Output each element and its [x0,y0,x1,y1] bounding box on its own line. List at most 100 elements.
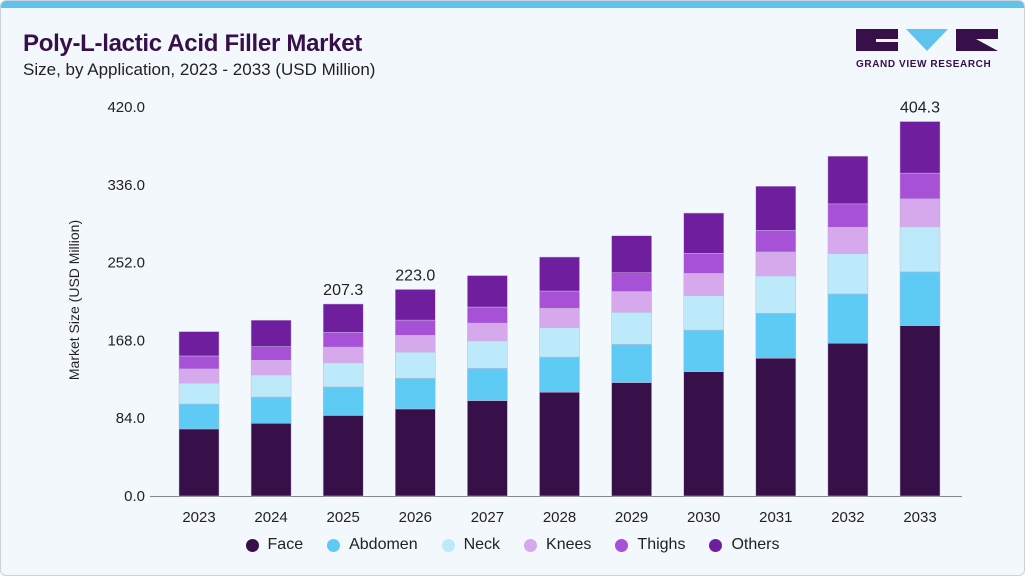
y-tick-label: 84.0 [116,410,145,427]
legend-swatch [245,538,259,552]
legend-item-others: Others [709,536,779,554]
bar-segment-thighs [827,203,869,228]
bar-segment-abdomen [899,271,941,326]
bar-segment-others [322,303,364,333]
bar-segment-knees [899,198,941,228]
bar-segment-thighs [539,290,580,309]
bar-segment-others [683,212,724,254]
logo-text: GRAND VIEW RESEARCH [856,59,992,70]
x-tick-label: 2023 [182,509,215,526]
legend-item-neck: Neck [441,536,501,554]
legend-label: Knees [546,536,592,553]
bar-segment-knees [755,251,797,277]
bar-segment-face [899,325,941,497]
bar-segment-abdomen [395,377,436,410]
bar-segment-others [395,289,436,321]
bar-segment-thighs [178,355,220,370]
bar-segment-neck [322,362,364,388]
legend-swatch [615,538,629,552]
bar-segment-abdomen [755,313,797,359]
bar-segment-abdomen [250,396,292,424]
legend-item-face: Face [245,536,303,554]
legend-swatch [327,538,341,552]
bar-segment-face [539,392,580,497]
bar-segment-others [250,319,292,347]
legend-label: Others [731,536,780,553]
grand-view-research-logo [856,29,998,51]
legend-label: Neck [463,536,501,553]
x-tick-label: 2029 [615,509,648,526]
bar-segment-abdomen [683,329,724,372]
bar-segment-neck [611,312,652,345]
y-tick-label: 336.0 [107,177,145,194]
bar-segment-neck [827,253,869,295]
bar-segment-others [539,256,580,292]
bar-segment-knees [250,359,292,376]
data-label: 404.3 [900,100,940,117]
bar-segment-face [611,382,652,497]
legend-item-knees: Knees [524,536,591,554]
x-tick-label: 2025 [327,509,360,526]
bar-segment-thighs [395,319,436,336]
bar-segment-knees [683,273,724,297]
bar-segment-neck [683,295,724,331]
bar-segment-knees [178,368,220,384]
legend-swatch [441,538,455,552]
bar-segment-abdomen [322,386,364,416]
bar-segment-neck [178,382,220,405]
bar-segment-knees [539,308,580,328]
x-tick-label: 2024 [254,509,287,526]
bar-segment-thighs [899,172,941,200]
bar-segment-abdomen [611,344,652,383]
chart-subtitle: Size, by Application, 2023 - 2033 (USD M… [23,60,376,79]
x-tick-label: 2033 [903,509,936,526]
y-axis-label: Market Size (USD Million) [66,220,82,380]
bar-segment-face [395,408,436,497]
bar-segment-abdomen [539,356,580,393]
bar-segment-others [827,155,869,205]
bar-segment-face [755,358,797,497]
bar-segment-others [178,331,220,357]
bar-segment-thighs [322,331,364,348]
bar-segment-abdomen [827,293,869,344]
bar-segment-face [250,423,292,497]
y-tick-label: 420.0 [107,99,145,116]
bar-segment-others [755,186,797,231]
x-tick-label: 2032 [831,509,864,526]
y-tick-label: 168.0 [107,332,145,349]
bar-segment-neck [467,340,508,369]
bar-segment-thighs [467,306,508,324]
data-label: 223.0 [395,267,435,284]
bar-segment-knees [467,322,508,342]
bar-segment-face [467,400,508,497]
bar-segment-knees [395,335,436,353]
legend-item-thighs: Thighs [615,536,685,554]
bar-segment-face [322,415,364,497]
bar-segment-face [683,371,724,497]
bar-segment-face [178,428,220,497]
bar-segment-neck [539,327,580,358]
bar-segment-neck [395,351,436,379]
legend-item-abdomen: Abdomen [327,536,418,554]
bar-segment-thighs [250,346,292,361]
bar-segment-face [827,343,869,497]
bar-segment-abdomen [467,367,508,401]
legend-label: Thighs [637,536,686,553]
legend: Face Abdomen Neck Knees Thighs Others [0,536,1025,554]
bar-segment-others [899,121,941,174]
bar-segment-neck [899,226,941,273]
bar-segment-neck [755,275,797,314]
bar-segment-others [467,275,508,308]
chart-title: Poly-L-lactic Acid Filler Market [23,30,362,57]
bar-segment-neck [250,374,292,398]
bar-segment-thighs [683,253,724,274]
bar-segment-knees [322,346,364,364]
legend-swatch [709,538,723,552]
legend-swatch [524,538,538,552]
bar-segment-knees [611,291,652,313]
data-label: 207.3 [323,282,363,299]
y-tick-label: 0.0 [124,488,145,505]
bar-segment-thighs [755,230,797,253]
x-tick-label: 2028 [543,509,576,526]
